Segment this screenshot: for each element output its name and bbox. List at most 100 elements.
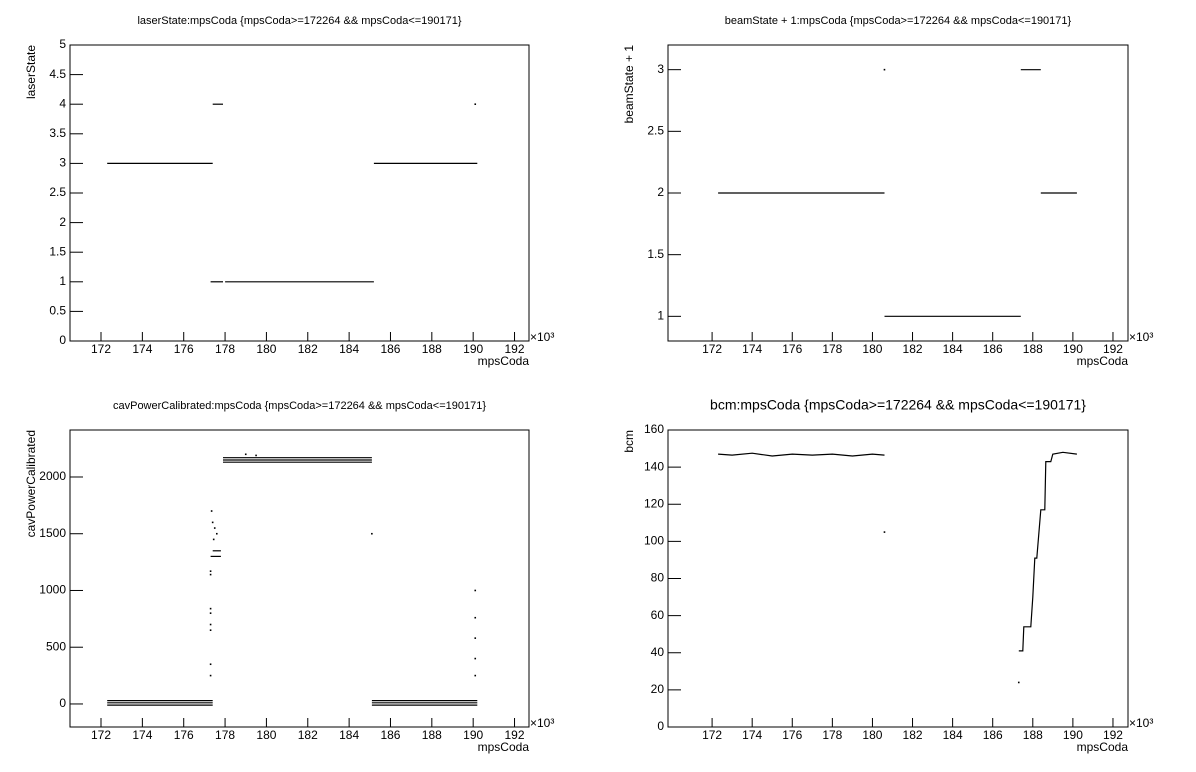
- data-line: [1018, 451, 1077, 652]
- data-point: [474, 674, 477, 677]
- x-tick-label: 178: [215, 342, 235, 356]
- x-tick-label: 178: [822, 728, 842, 742]
- data-point: [209, 607, 212, 610]
- x-axis-label: mpsCoda: [1077, 354, 1129, 368]
- data-point: [474, 616, 477, 619]
- data-point: [215, 532, 218, 535]
- plot-frame: [69, 44, 530, 342]
- x-tick-label: 192: [1103, 728, 1123, 742]
- data-point: [474, 657, 477, 660]
- x-tick-label: 186: [983, 728, 1003, 742]
- x-tick-label: 172: [91, 342, 111, 356]
- x-tick-label: 176: [174, 728, 194, 742]
- x-tick-label: 172: [91, 728, 111, 742]
- x-tick-label: 192: [505, 728, 525, 742]
- y-tick-label: 1: [657, 309, 664, 323]
- y-axis-label: laserState: [24, 45, 38, 99]
- x-tick-label: 180: [862, 728, 882, 742]
- y-tick-label: 3: [59, 156, 66, 170]
- y-tick-label: 1: [59, 274, 66, 288]
- data-point: [213, 527, 216, 529]
- x-tick-label: 188: [1023, 342, 1043, 356]
- x-tick-label: 192: [505, 342, 525, 356]
- data-point: [474, 103, 477, 105]
- x-tick-label: 180: [256, 342, 276, 356]
- x-tick-label: 178: [822, 342, 842, 356]
- y-tick-label: 1.5: [49, 244, 66, 258]
- data-point: [209, 623, 212, 626]
- x-axis-label: mpsCoda: [478, 740, 530, 754]
- y-tick-label: 2: [657, 185, 664, 199]
- x-tick-label: 186: [983, 342, 1003, 356]
- y-tick-label: 1000: [39, 583, 66, 597]
- y-tick-label: 0: [59, 696, 66, 710]
- x-tick-label: 174: [132, 728, 152, 742]
- x-tick-label: 176: [174, 342, 194, 356]
- data-point: [371, 532, 373, 535]
- x-tick-label: 192: [1103, 342, 1123, 356]
- y-tick-label: 1.5: [647, 247, 664, 261]
- y-tick-label: 5: [59, 37, 66, 51]
- data-point: [474, 589, 477, 592]
- x-tick-label: 172: [702, 342, 722, 356]
- data-point: [209, 674, 212, 677]
- x-tick-label: 190: [463, 342, 483, 356]
- data-point: [474, 637, 477, 639]
- y-tick-label: 2000: [39, 469, 66, 483]
- data-point: [211, 521, 214, 524]
- x-tick-label: 188: [422, 728, 442, 742]
- data-line: [718, 452, 885, 457]
- x-tick-label: 180: [256, 728, 276, 742]
- data-point: [210, 510, 213, 512]
- y-tick-label: 120: [644, 496, 664, 510]
- x-tick-label: 184: [943, 342, 963, 356]
- x-tick-label: 176: [782, 342, 802, 356]
- y-tick-label: 4.5: [49, 67, 66, 81]
- x-axis-label: mpsCoda: [478, 354, 530, 368]
- chart-title: cavPowerCalibrated:mpsCoda {mpsCoda>=172…: [113, 400, 486, 412]
- x-tick-label: 184: [339, 342, 359, 356]
- x-axis-label: mpsCoda: [1077, 740, 1129, 754]
- data-point: [255, 454, 257, 457]
- data-point: [209, 629, 212, 631]
- y-tick-label: 2: [59, 215, 66, 229]
- x-tick-label: 182: [298, 342, 318, 356]
- x-tick-label: 188: [422, 342, 442, 356]
- y-axis-label: bcm: [622, 430, 636, 453]
- x-tick-label: 176: [782, 728, 802, 742]
- x-multiplier: ×10³: [1129, 716, 1153, 730]
- data-point: [212, 538, 215, 541]
- y-tick-label: 2.5: [49, 185, 66, 199]
- x-tick-label: 174: [742, 342, 762, 356]
- data-point: [209, 573, 212, 576]
- x-tick-label: 184: [339, 728, 359, 742]
- x-tick-label: 180: [862, 342, 882, 356]
- y-tick-label: 0: [657, 719, 664, 733]
- y-tick-label: 500: [46, 639, 66, 653]
- data-point: [209, 663, 212, 666]
- x-tick-label: 182: [298, 728, 318, 742]
- data-point: [883, 531, 886, 533]
- y-tick-label: 40: [651, 645, 665, 659]
- x-tick-label: 186: [380, 342, 400, 356]
- y-tick-label: 0.5: [49, 304, 66, 318]
- y-tick-label: 20: [651, 682, 665, 696]
- y-tick-label: 4: [59, 96, 66, 110]
- y-tick-label: 0: [59, 333, 66, 347]
- y-tick-label: 80: [651, 571, 665, 585]
- x-tick-label: 190: [1063, 728, 1083, 742]
- y-axis-label: beamState + 1: [622, 45, 636, 124]
- x-tick-label: 186: [380, 728, 400, 742]
- x-tick-label: 174: [132, 342, 152, 356]
- x-multiplier: ×10³: [530, 330, 554, 344]
- x-tick-label: 172: [702, 728, 722, 742]
- chart-title: bcm:mpsCoda {mpsCoda>=172264 && mpsCoda<…: [710, 397, 1086, 413]
- y-tick-label: 2.5: [647, 124, 664, 138]
- y-tick-label: 3: [657, 62, 664, 76]
- data-point: [209, 612, 212, 614]
- x-tick-label: 188: [1023, 728, 1043, 742]
- x-tick-label: 178: [215, 728, 235, 742]
- y-tick-label: 1500: [39, 526, 66, 540]
- x-tick-label: 182: [903, 342, 923, 356]
